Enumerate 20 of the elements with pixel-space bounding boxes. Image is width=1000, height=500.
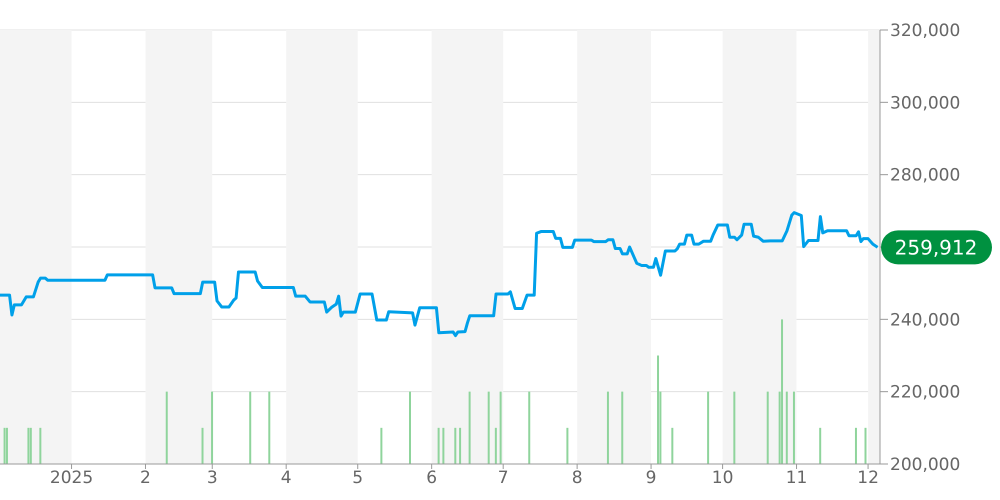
- x-tick-label: 2025: [50, 468, 94, 488]
- x-tick-label: 4: [280, 468, 292, 488]
- y-tick-label: 320,000: [890, 21, 960, 42]
- y-tick-label: 280,000: [890, 166, 960, 186]
- y-tick-label: 240,000: [890, 310, 960, 330]
- x-tick-label: 9: [646, 468, 656, 488]
- x-tick-label: 5: [352, 468, 364, 488]
- y-tick-label: 200,000: [890, 455, 960, 476]
- x-tick-label: 2: [140, 468, 151, 488]
- x-tick-label: 11: [786, 468, 808, 488]
- x-tick-label: 3: [206, 468, 218, 488]
- x-tick-label: 6: [426, 468, 438, 488]
- x-tick-label: 8: [572, 468, 583, 488]
- annotation: 259,912: [894, 235, 978, 260]
- x-tick-label: 10: [712, 468, 734, 488]
- line-series: [0, 211, 880, 338]
- y-tick-label: 220,000: [890, 382, 960, 403]
- x-tick-label: 7: [498, 468, 509, 488]
- x-tick-label: 12: [857, 468, 879, 488]
- y-tick-label: 300,000: [890, 93, 960, 114]
